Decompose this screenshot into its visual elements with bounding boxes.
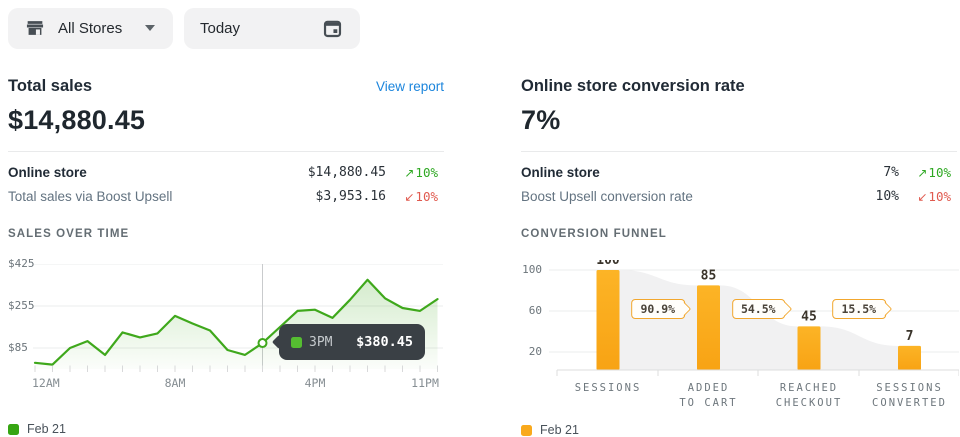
date-filter-button[interactable]: Today xyxy=(184,7,360,49)
y-axis-label: 20 xyxy=(528,345,542,358)
metric-label: Boost Upsell conversion rate xyxy=(521,188,693,204)
funnel-bar[interactable] xyxy=(797,326,821,370)
y-axis-label: $425 xyxy=(8,257,35,270)
dashboard-body: Total sales View report $14,880.45 Onlin… xyxy=(0,51,960,437)
metric-label: Total sales via Boost Upsell xyxy=(8,188,173,204)
metric-value: $3,953.16 xyxy=(315,188,386,204)
store-filter-button[interactable]: All Stores xyxy=(8,7,173,49)
category-label: ADDED TO CART xyxy=(679,382,737,409)
bar-value-label: 45 xyxy=(801,309,817,324)
x-axis-label: 11PM xyxy=(411,376,439,390)
hover-marker[interactable] xyxy=(257,338,268,349)
tooltip-series-swatch xyxy=(291,336,302,348)
conversion-rate-panel: Online store conversion rate 7% Online s… xyxy=(521,51,959,437)
legend-swatch-green xyxy=(8,423,19,435)
chart-tooltip: 3PM $380.45 xyxy=(279,324,425,360)
sales-line-chart[interactable]: 3PM $380.45 $425 $255 $85 12AM 8AM 4PM 11PM xyxy=(8,257,444,396)
sales-line[interactable] xyxy=(33,278,439,366)
metric-delta: ↙10% xyxy=(404,188,438,204)
bar-value-label: 7 xyxy=(906,329,914,344)
sales-legend: Feb 21 xyxy=(8,422,444,436)
store-filter-label: All Stores xyxy=(58,19,123,37)
sales-over-time-title: SALES OVER TIME xyxy=(8,228,130,240)
tooltip-value: $380.45 xyxy=(356,334,413,350)
category-label: SESSIONS xyxy=(575,382,642,394)
drop-rate-badge: 54.5% xyxy=(731,299,786,319)
trend-up-icon: ↗ xyxy=(404,165,415,180)
funnel-shadow xyxy=(619,270,921,370)
y-axis-label: $255 xyxy=(8,299,35,312)
x-axis-label: 12AM xyxy=(32,376,60,390)
funnel-chart-canvas: 100 85 45 7 SESSIONS ADDED TO CART REACHED CHECK… xyxy=(549,260,959,409)
total-sales-panel: Total sales View report $14,880.45 Onlin… xyxy=(8,51,444,437)
calendar-icon xyxy=(321,17,344,40)
store-icon xyxy=(24,17,46,39)
trend-up-icon: ↗ xyxy=(917,165,928,180)
metric-row-boost-upsell: Total sales via Boost Upsell $3,953.16 ↙… xyxy=(8,184,444,208)
topbar: All Stores Today xyxy=(0,0,960,51)
bar-value-label: 100 xyxy=(596,260,620,268)
total-sales-title: Total sales xyxy=(8,77,93,95)
trend-down-icon: ↙ xyxy=(917,189,928,204)
drop-rate-badge: 15.5% xyxy=(832,299,887,319)
category-label: REACHED CHECKOUT xyxy=(776,382,843,409)
metric-delta: ↗10% xyxy=(917,164,951,180)
category-label: SESSIONS CONVERTED xyxy=(872,382,947,409)
conversion-funnel-title: CONVERSION FUNNEL xyxy=(521,228,667,240)
y-axis-label: $85 xyxy=(8,341,28,354)
drop-rate-badge: 90.9% xyxy=(631,299,686,319)
conversion-funnel-chart[interactable]: 100 85 45 7 SESSIONS ADDED TO CART REACHED CHECK… xyxy=(521,260,959,410)
metric-value: $14,880.45 xyxy=(307,164,386,180)
y-axis-label: 100 xyxy=(522,263,542,276)
conversion-title: Online store conversion rate xyxy=(521,77,745,95)
metric-row-online-store: Online store $14,880.45 ↗10% xyxy=(8,160,444,184)
metric-delta: ↗10% xyxy=(404,164,438,180)
funnel-bar[interactable] xyxy=(898,345,921,370)
metric-row-online-store: Online store 7% ↗10% xyxy=(521,160,957,184)
funnel-bar[interactable] xyxy=(697,285,720,370)
trend-down-icon: ↙ xyxy=(404,189,415,204)
metric-row-boost-upsell: Boost Upsell conversion rate 10% ↙10% xyxy=(521,184,957,208)
bar-value-label: 85 xyxy=(701,268,717,283)
funnel-legend: Feb 21 xyxy=(521,423,957,437)
sales-metrics: Online store $14,880.45 ↗10% Total sales… xyxy=(8,151,444,208)
x-axis-label: 4PM xyxy=(304,376,326,390)
funnel-bar[interactable] xyxy=(596,270,620,370)
metric-value: 10% xyxy=(875,188,899,204)
view-report-link[interactable]: View report xyxy=(375,79,444,94)
metric-label: Online store xyxy=(521,164,600,180)
legend-label: Feb 21 xyxy=(540,423,579,437)
legend-label: Feb 21 xyxy=(27,422,66,436)
metric-delta: ↙10% xyxy=(917,188,951,204)
conversion-metrics: Online store 7% ↗10% Boost Upsell conver… xyxy=(521,151,957,208)
chevron-down-icon xyxy=(144,24,156,32)
date-filter-label: Today xyxy=(200,19,241,37)
legend-swatch-orange xyxy=(521,424,532,436)
tooltip-time: 3PM xyxy=(309,334,333,350)
x-axis-label: 8AM xyxy=(164,376,186,390)
metric-value: 7% xyxy=(883,164,899,180)
total-sales-value: $14,880.45 xyxy=(8,105,146,135)
y-axis-label: 60 xyxy=(528,304,542,317)
metric-label: Online store xyxy=(8,164,87,180)
conversion-value: 7% xyxy=(521,105,561,135)
